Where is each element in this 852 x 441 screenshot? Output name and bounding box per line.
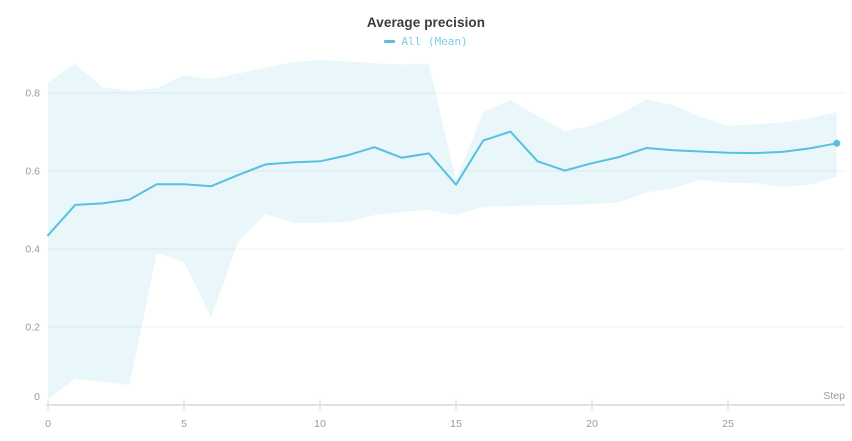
legend-item-all-mean[interactable]: All (Mean) [0, 35, 852, 48]
x-tick-label: 15 [450, 418, 462, 430]
y-tick-label: 0.6 [25, 166, 40, 178]
y-tick-label: 0.4 [25, 244, 40, 256]
legend-dash-icon [384, 40, 396, 43]
x-tick-label: 20 [586, 418, 598, 430]
legend-label: All (Mean) [401, 35, 468, 48]
last-point-marker [833, 139, 841, 147]
x-tick-label: 5 [181, 418, 187, 430]
chart-title: Average precision [366, 15, 486, 30]
y-tick-label: 0.8 [25, 88, 40, 100]
x-tick-label: 0 [45, 418, 51, 430]
confidence-band [48, 59, 837, 400]
y-tick-label: 0 [34, 391, 40, 403]
x-tick-label: 25 [722, 418, 734, 430]
x-tick-label: 10 [314, 418, 326, 430]
y-tick-label: 0.2 [25, 322, 40, 334]
x-axis-title: Step [823, 390, 845, 402]
mean-line [47, 130, 838, 237]
